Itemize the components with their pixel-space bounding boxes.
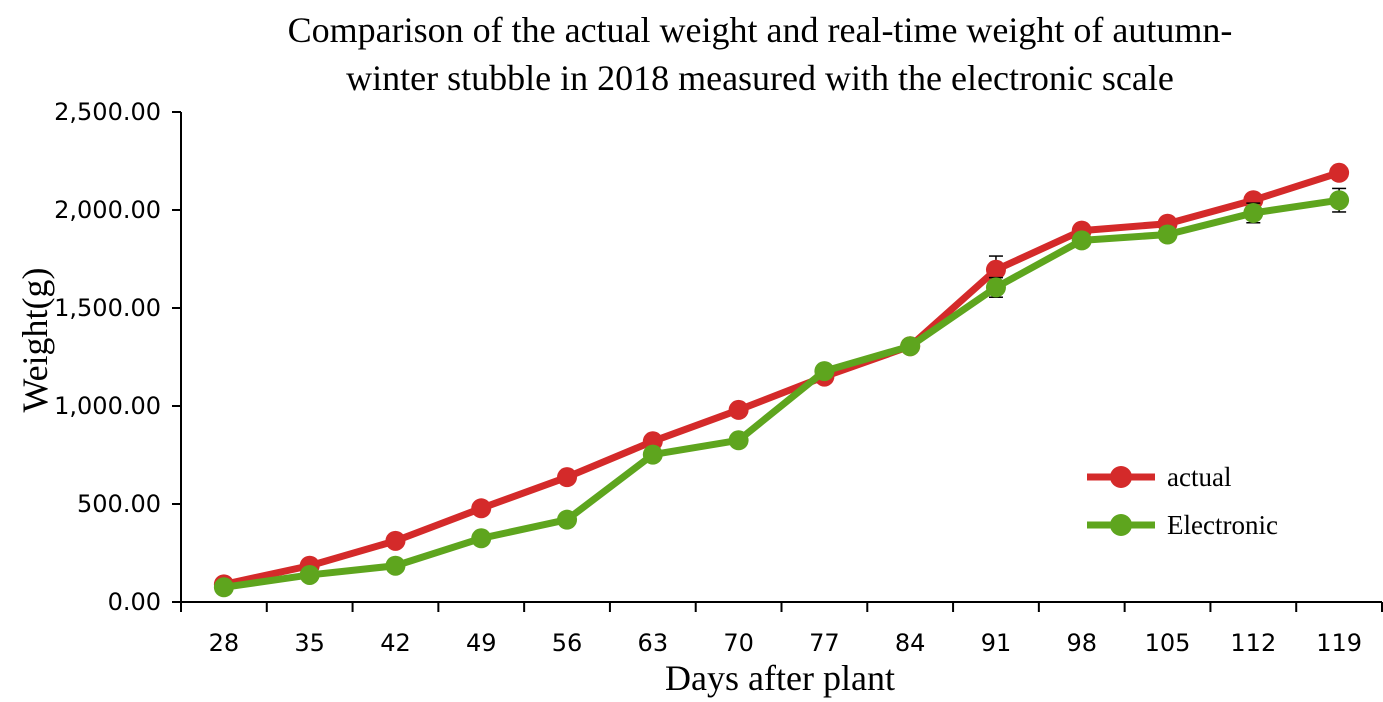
x-tick-label: 42 xyxy=(380,629,411,657)
data-point-electronic xyxy=(1157,224,1178,245)
series-line-electronic xyxy=(223,196,1340,591)
data-point-actual xyxy=(471,498,492,519)
x-axis-title: Days after plant xyxy=(665,658,895,698)
data-point-electronic xyxy=(985,277,1006,298)
data-point-electronic xyxy=(1071,230,1092,251)
data-point-actual xyxy=(557,467,578,488)
y-tick-label: 0.00 xyxy=(108,588,161,616)
x-tick-label: 112 xyxy=(1230,629,1276,657)
y-tick-label: 1,000.00 xyxy=(54,392,161,420)
chart-title-line-2: winter stubble in 2018 measured with the… xyxy=(346,58,1174,98)
y-tick-label: 2,500.00 xyxy=(54,98,161,126)
data-point-electronic xyxy=(385,555,406,576)
data-point-electronic xyxy=(471,528,492,549)
x-tick-label: 77 xyxy=(809,629,840,657)
legend-marker-electronic xyxy=(1110,514,1132,536)
x-tick-label: 84 xyxy=(895,629,926,657)
x-tick-label: 49 xyxy=(466,629,497,657)
data-point-electronic xyxy=(213,577,234,598)
x-tick-label: 105 xyxy=(1145,629,1191,657)
x-tick-label: 28 xyxy=(209,629,240,657)
data-point-actual xyxy=(728,399,749,420)
data-point-electronic xyxy=(814,361,835,382)
x-tick-label: 70 xyxy=(723,629,754,657)
plot-area: 0.00 500.00 1,000.00 1,500.00 2,000.00 2,500.… xyxy=(54,98,1383,657)
data-point-electronic xyxy=(299,564,320,585)
chart-title-line-1: Comparison of the actual weight and real… xyxy=(288,10,1233,50)
data-point-actual xyxy=(1329,162,1350,183)
y-tick-label: 1,500.00 xyxy=(54,294,161,322)
y-tick-label: 2,000.00 xyxy=(54,196,161,224)
x-tick-label: 98 xyxy=(1066,629,1097,657)
x-tick-label: 56 xyxy=(552,629,583,657)
series-line-actual xyxy=(223,169,1341,588)
data-point-electronic xyxy=(1243,202,1264,223)
data-point-electronic xyxy=(642,444,663,465)
data-point-electronic xyxy=(900,336,921,357)
x-tick-label: 35 xyxy=(294,629,325,657)
data-point-electronic xyxy=(557,509,578,530)
legend-label-electronic: Electronic xyxy=(1167,510,1278,540)
x-tick-label: 91 xyxy=(981,629,1012,657)
data-point-actual xyxy=(985,259,1006,280)
legend-label-actual: actual xyxy=(1167,462,1231,492)
data-point-actual xyxy=(385,530,406,551)
x-tick-label: 63 xyxy=(638,629,669,657)
legend-marker-actual xyxy=(1110,466,1132,488)
y-axis-title: Weight(g) xyxy=(15,267,55,412)
legend: actual Electronic xyxy=(1087,462,1278,540)
data-point-electronic xyxy=(1329,190,1350,211)
data-point-electronic xyxy=(728,430,749,451)
x-tick-label: 119 xyxy=(1316,629,1362,657)
y-tick-label: 500.00 xyxy=(77,490,161,518)
